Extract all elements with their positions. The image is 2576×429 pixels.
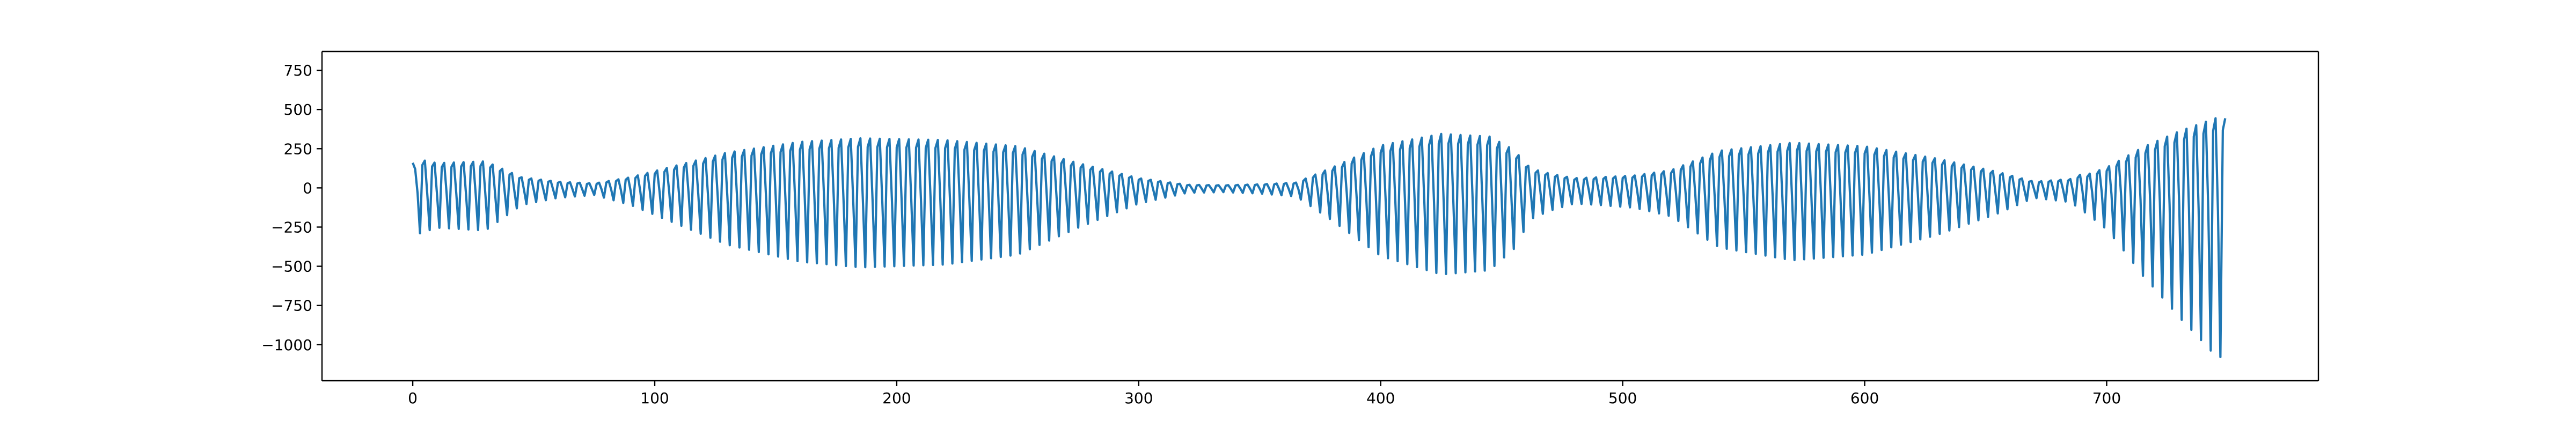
y-tick-label: 750	[284, 62, 312, 79]
x-tick-label: 500	[1608, 389, 1637, 407]
x-tick-label: 600	[1850, 389, 1879, 407]
y-tick-label: 500	[284, 101, 312, 119]
y-tick-label: −500	[271, 258, 312, 276]
series-line	[412, 117, 2227, 358]
x-tick-label: 0	[408, 389, 418, 407]
y-tick-label: −750	[271, 297, 312, 315]
y-tick-label: 0	[303, 179, 312, 197]
x-tick-label: 100	[640, 389, 669, 407]
plot-area	[412, 117, 2227, 358]
x-tick-label: 200	[882, 389, 911, 407]
x-tick-label: 300	[1124, 389, 1153, 407]
y-tick-label: 250	[284, 140, 312, 158]
ticks: 0 100 200 300 400 500 600 700 750 500 250 0 −250 −500…	[261, 62, 2121, 407]
x-tick-label: 700	[2092, 389, 2121, 407]
x-tick-label: 400	[1366, 389, 1395, 407]
y-tick-label: −1000	[261, 336, 312, 354]
y-tick-label: −250	[271, 218, 312, 236]
axes	[321, 50, 2319, 382]
